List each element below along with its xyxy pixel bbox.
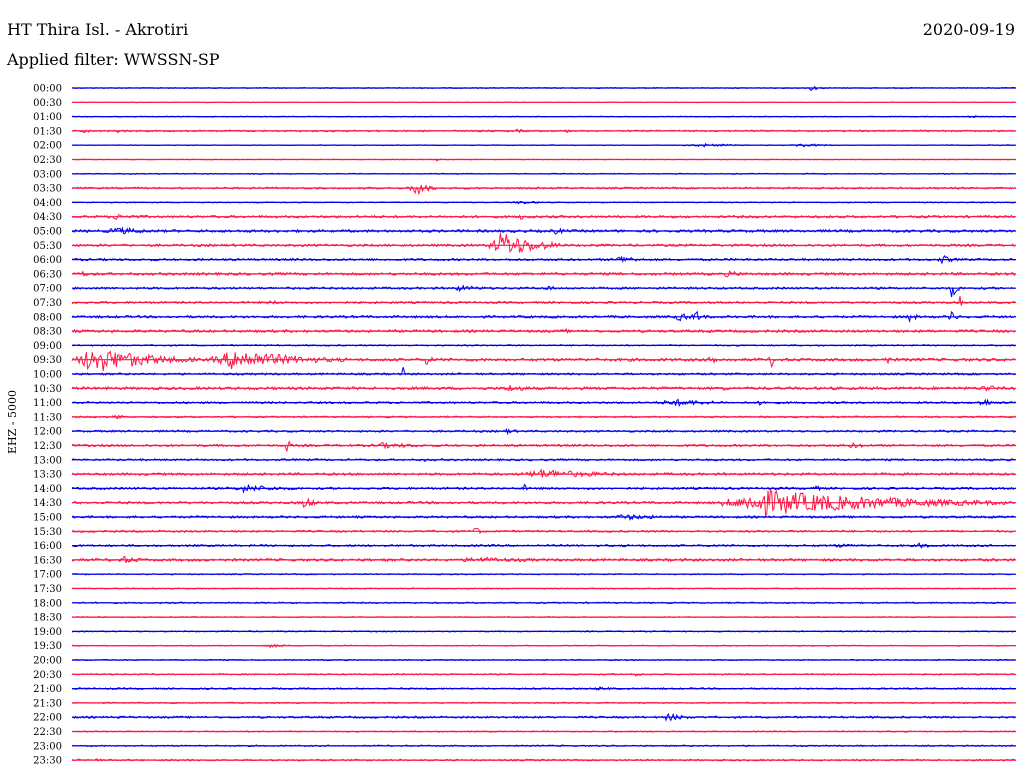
time-label: 22:30 — [33, 727, 62, 738]
time-label: 04:00 — [33, 198, 62, 209]
time-label: 12:30 — [33, 441, 62, 452]
time-label: 06:30 — [33, 269, 62, 280]
time-labels: 00:00 00:30 01:00 01:30 02:00 02:30 03:00 03:30… — [33, 84, 62, 767]
time-label: 04:30 — [33, 212, 62, 223]
trace-0530 — [71, 233, 1016, 253]
time-label: 01:30 — [33, 126, 62, 137]
time-label: 08:00 — [33, 312, 62, 323]
trace-0730 — [71, 296, 1016, 306]
time-label: 23:30 — [33, 756, 62, 767]
time-label: 11:00 — [33, 398, 62, 409]
time-label: 05:00 — [33, 227, 62, 238]
time-label: 01:00 — [33, 112, 62, 123]
time-label: 08:30 — [33, 327, 62, 338]
trace-1130 — [71, 414, 1016, 420]
time-label: 05:30 — [33, 241, 62, 252]
time-label: 17:30 — [33, 584, 62, 595]
trace-0700 — [71, 284, 1016, 298]
time-label: 07:30 — [33, 298, 62, 309]
trace-0330 — [71, 184, 1016, 196]
time-label: 00:00 — [33, 84, 62, 95]
time-label: 06:00 — [33, 255, 62, 266]
time-label: 13:00 — [33, 455, 62, 466]
time-label: 12:00 — [33, 427, 62, 438]
time-label: 10:00 — [33, 370, 62, 381]
traces — [71, 85, 1016, 762]
time-label: 15:00 — [33, 513, 62, 524]
time-label: 07:00 — [33, 284, 62, 295]
time-label: 03:30 — [33, 184, 62, 195]
time-label: 19:00 — [33, 627, 62, 638]
trace-0930 — [71, 350, 1016, 372]
time-label: 16:00 — [33, 541, 62, 552]
trace-1230 — [72, 440, 1016, 452]
time-label: 20:30 — [33, 670, 62, 681]
time-label: 14:30 — [33, 498, 62, 509]
time-label: 10:30 — [33, 384, 62, 395]
time-label: 02:00 — [33, 141, 62, 152]
time-label: 19:30 — [33, 641, 62, 652]
time-label: 18:00 — [33, 598, 62, 609]
time-label: 15:30 — [33, 527, 62, 538]
time-label: 21:00 — [33, 684, 62, 695]
time-label: 18:30 — [33, 613, 62, 624]
time-label: 21:30 — [33, 698, 62, 709]
time-label: 02:30 — [33, 155, 62, 166]
time-label: 13:30 — [33, 470, 62, 481]
time-label: 22:00 — [33, 713, 62, 724]
time-label: 09:00 — [33, 341, 62, 352]
time-label: 11:30 — [33, 412, 62, 423]
filter-label: Applied filter: WWSSN-SP — [7, 50, 220, 69]
time-label: 09:30 — [33, 355, 62, 366]
time-label: 14:00 — [33, 484, 62, 495]
time-label: 20:00 — [33, 656, 62, 667]
time-label: 03:00 — [33, 169, 62, 180]
time-label: 16:30 — [33, 555, 62, 566]
station-title: HT Thira Isl. - Akrotiri — [7, 20, 189, 39]
date-label: 2020-09-19 — [922, 20, 1015, 39]
time-label: 00:30 — [33, 98, 62, 109]
time-label: 17:00 — [33, 570, 62, 581]
time-label: 23:00 — [33, 741, 62, 752]
